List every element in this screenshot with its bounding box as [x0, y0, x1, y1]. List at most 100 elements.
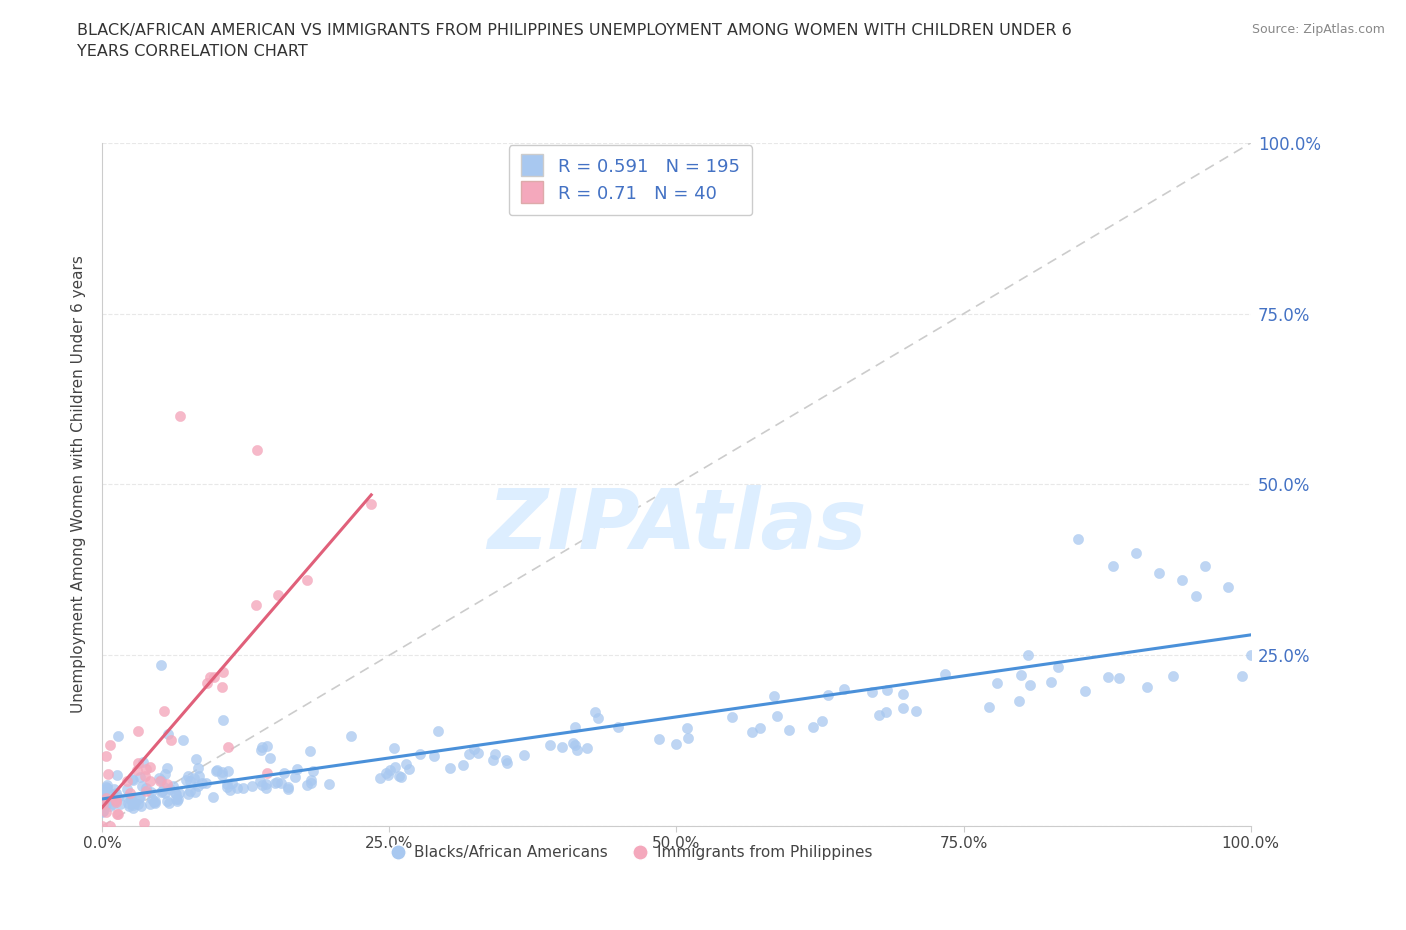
Point — [648, 731, 671, 746]
Point — [676, 731, 699, 746]
Point — [135, 783, 157, 798]
Point — [125, 763, 148, 777]
Point — [143, 793, 166, 808]
Point — [340, 728, 363, 743]
Point — [297, 573, 319, 588]
Point — [426, 724, 449, 738]
Point — [860, 684, 883, 699]
Point — [169, 785, 191, 800]
Point — [398, 762, 420, 777]
Point — [91, 796, 114, 811]
Point — [183, 771, 205, 786]
Point — [128, 770, 150, 785]
Point — [184, 785, 207, 800]
Point — [986, 676, 1008, 691]
Point — [195, 776, 218, 790]
Point — [150, 783, 173, 798]
Point — [195, 675, 218, 690]
Point — [174, 773, 197, 788]
Point — [564, 737, 586, 752]
Point — [150, 773, 173, 788]
Point — [979, 699, 1001, 714]
Point — [107, 806, 129, 821]
Point — [575, 740, 598, 755]
Point — [360, 497, 382, 512]
Point — [606, 719, 628, 734]
Point — [120, 792, 142, 807]
Point — [153, 779, 176, 794]
Point — [741, 724, 763, 739]
Point — [149, 774, 172, 789]
Point — [117, 796, 139, 811]
Point — [98, 818, 121, 833]
Point — [409, 747, 432, 762]
Point — [1161, 669, 1184, 684]
Point — [665, 737, 688, 751]
Point — [749, 720, 772, 735]
Point — [254, 780, 277, 795]
Point — [762, 688, 785, 703]
Point — [132, 816, 155, 830]
Point — [496, 755, 519, 770]
Point — [834, 682, 856, 697]
Point — [232, 781, 254, 796]
Point — [139, 796, 162, 811]
Point — [211, 767, 233, 782]
Point — [156, 794, 179, 809]
Point — [94, 805, 117, 820]
Point — [463, 741, 485, 756]
Point — [153, 785, 176, 800]
Point — [100, 737, 122, 752]
Point — [163, 785, 186, 800]
Point — [1102, 559, 1125, 574]
Point — [118, 799, 141, 814]
Point — [215, 777, 238, 791]
Point — [1194, 559, 1216, 574]
Point — [267, 588, 290, 603]
Point — [96, 777, 118, 792]
Point — [156, 760, 179, 775]
Point — [166, 793, 188, 808]
Point — [266, 775, 288, 790]
Point — [91, 804, 114, 818]
Point — [225, 780, 247, 795]
Point — [457, 746, 479, 761]
Point — [141, 791, 163, 806]
Point — [103, 782, 125, 797]
Point — [94, 779, 117, 794]
Point — [212, 664, 235, 679]
Point — [118, 786, 141, 801]
Point — [377, 767, 399, 782]
Point — [191, 775, 214, 790]
Point — [368, 771, 391, 786]
Text: ZIPAtlas: ZIPAtlas — [486, 485, 866, 566]
Point — [124, 796, 146, 811]
Point — [160, 733, 183, 748]
Point — [256, 765, 278, 780]
Point — [128, 790, 150, 805]
Point — [1007, 694, 1029, 709]
Point — [1067, 532, 1090, 547]
Point — [127, 724, 149, 738]
Point — [1171, 573, 1194, 588]
Point — [240, 778, 263, 793]
Point — [550, 739, 572, 754]
Point — [172, 733, 194, 748]
Point — [905, 704, 928, 719]
Point — [256, 738, 278, 753]
Point — [273, 766, 295, 781]
Point — [295, 778, 318, 793]
Point — [277, 782, 299, 797]
Point — [127, 756, 149, 771]
Point — [1184, 589, 1206, 604]
Point — [284, 769, 307, 784]
Point — [157, 726, 180, 741]
Point — [318, 777, 340, 791]
Point — [811, 713, 834, 728]
Point — [122, 773, 145, 788]
Point — [120, 791, 142, 806]
Point — [202, 670, 225, 684]
Point — [139, 760, 162, 775]
Point — [143, 796, 166, 811]
Point — [395, 756, 418, 771]
